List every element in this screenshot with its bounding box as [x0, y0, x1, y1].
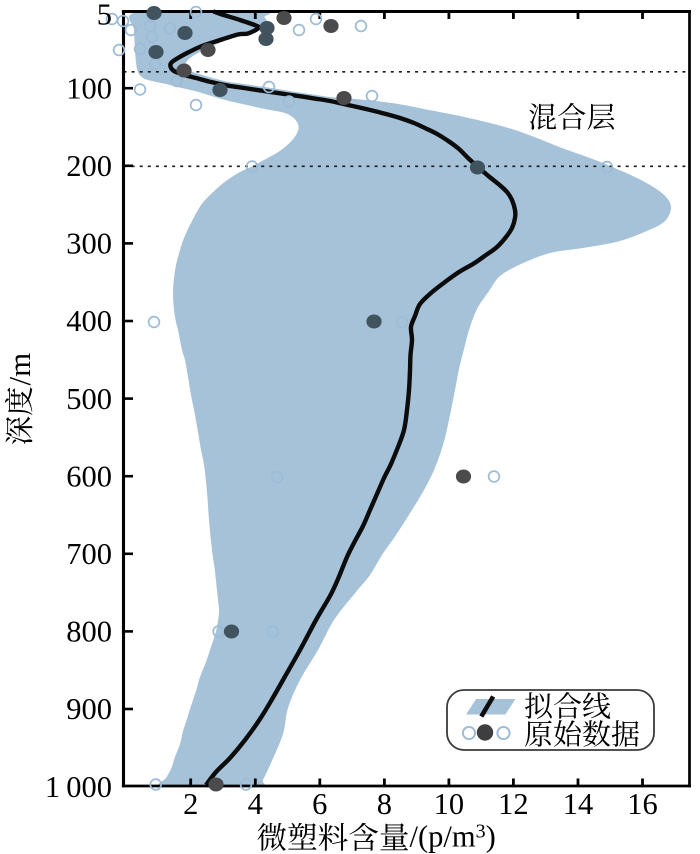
svg-text:500: 500	[66, 382, 112, 416]
svg-text:16: 16	[627, 787, 658, 821]
svg-text:10: 10	[434, 787, 465, 821]
svg-text:600: 600	[66, 459, 112, 493]
svg-text:400: 400	[66, 304, 112, 338]
svg-text:5: 5	[97, 0, 112, 32]
svg-text:300: 300	[66, 227, 112, 261]
svg-text:8: 8	[377, 787, 392, 821]
svg-text:700: 700	[66, 537, 112, 571]
svg-text:100: 100	[66, 71, 112, 105]
svg-text:2: 2	[183, 787, 198, 821]
svg-text:900: 900	[66, 692, 112, 726]
svg-text:200: 200	[66, 149, 112, 183]
svg-text:800: 800	[66, 615, 112, 649]
svg-text:/(p/m3): /(p/m3)	[410, 820, 496, 854]
svg-text:/m: /m	[2, 353, 37, 386]
svg-text:4: 4	[248, 787, 263, 821]
svg-text:6: 6	[312, 787, 327, 821]
svg-text:14: 14	[563, 787, 594, 821]
svg-text:1 000: 1 000	[45, 770, 112, 804]
svg-text:12: 12	[498, 787, 529, 821]
